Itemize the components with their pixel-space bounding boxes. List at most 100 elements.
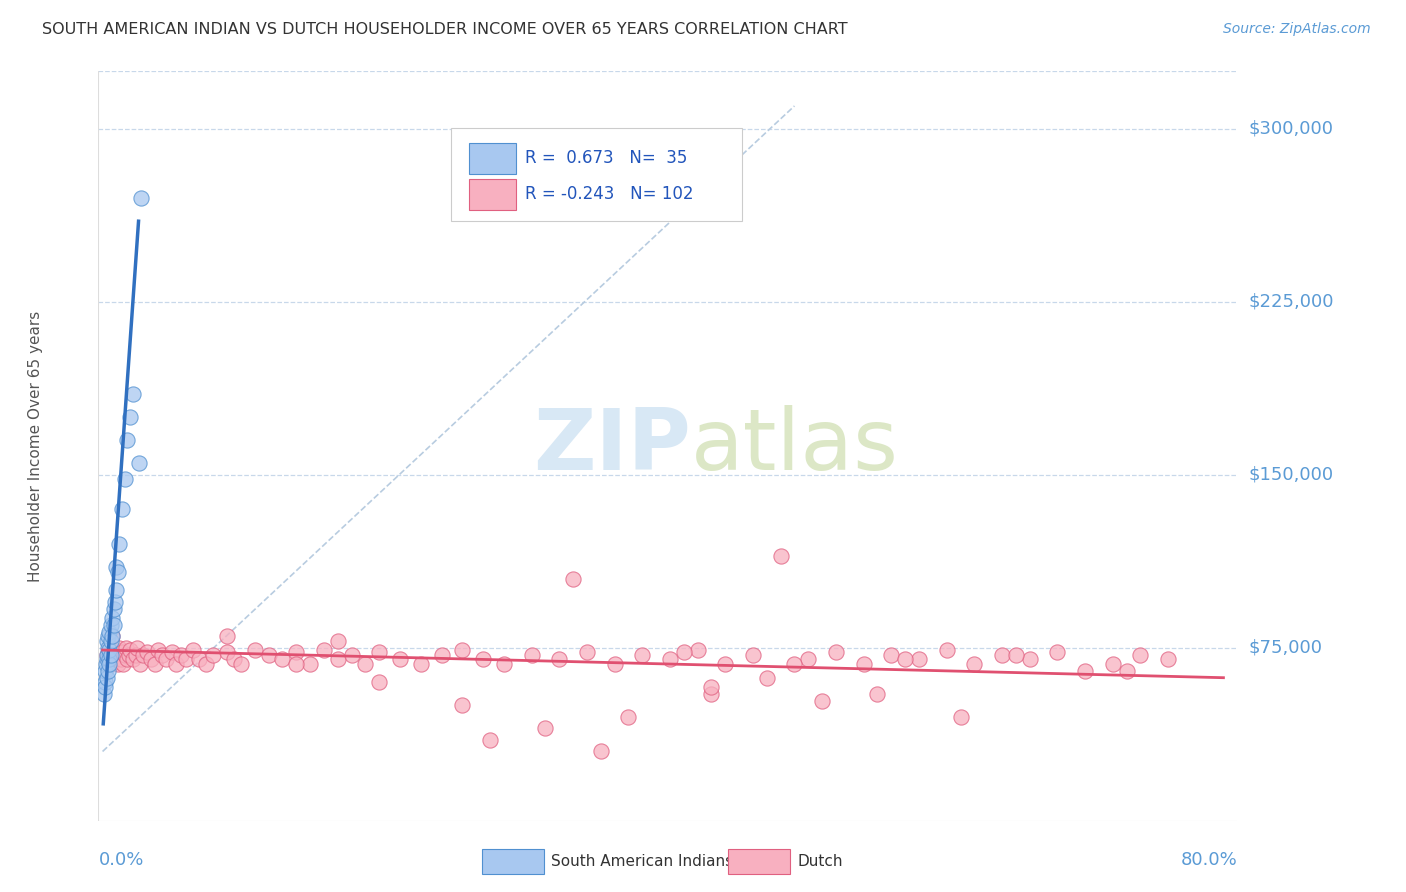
Point <box>1074 664 1097 678</box>
Point <box>96 648 118 662</box>
Point <box>285 645 308 659</box>
Point <box>562 572 585 586</box>
Point <box>368 675 391 690</box>
Point <box>107 565 129 579</box>
Point <box>117 434 139 448</box>
Point <box>120 410 142 425</box>
Point <box>114 472 136 486</box>
Point <box>271 652 294 666</box>
Point <box>107 657 129 671</box>
Point <box>122 652 145 666</box>
Text: $75,000: $75,000 <box>1249 639 1323 657</box>
Point <box>139 652 162 666</box>
Point <box>935 643 957 657</box>
Point <box>195 657 218 671</box>
Point <box>797 652 820 666</box>
Point <box>811 694 834 708</box>
Text: $225,000: $225,000 <box>1249 293 1334 311</box>
Text: R =  0.673   N=  35: R = 0.673 N= 35 <box>526 149 688 168</box>
Point <box>368 645 391 659</box>
Text: SOUTH AMERICAN INDIAN VS DUTCH HOUSEHOLDER INCOME OVER 65 YEARS CORRELATION CHAR: SOUTH AMERICAN INDIAN VS DUTCH HOUSEHOLD… <box>42 22 848 37</box>
Point <box>127 640 149 655</box>
Point <box>1101 657 1123 671</box>
Point <box>492 657 515 671</box>
Point <box>120 643 142 657</box>
Point <box>1129 648 1152 662</box>
Point <box>1018 652 1040 666</box>
Point <box>118 648 141 662</box>
Point <box>714 657 737 671</box>
Point <box>97 629 120 643</box>
Point <box>98 640 121 655</box>
Point <box>96 652 118 666</box>
Point <box>93 687 115 701</box>
Point <box>451 643 474 657</box>
Point <box>354 657 377 671</box>
Point <box>589 744 612 758</box>
Point <box>285 657 308 671</box>
Point <box>98 643 121 657</box>
Point <box>104 594 127 608</box>
Point <box>97 652 120 666</box>
Point <box>409 657 432 671</box>
Point <box>146 643 169 657</box>
Point <box>114 648 136 662</box>
Point <box>111 502 134 516</box>
Point <box>755 671 778 685</box>
Point <box>672 645 695 659</box>
Point <box>143 657 166 671</box>
Point <box>93 675 115 690</box>
Point <box>575 645 598 659</box>
Point <box>96 633 118 648</box>
Point <box>105 648 128 662</box>
Text: atlas: atlas <box>690 404 898 488</box>
Point <box>700 687 723 701</box>
Point <box>548 652 571 666</box>
Point <box>217 629 239 643</box>
Point <box>110 652 132 666</box>
Point <box>769 549 792 563</box>
Text: $150,000: $150,000 <box>1249 466 1333 483</box>
Point <box>472 652 495 666</box>
Point <box>1115 664 1137 678</box>
Text: South American Indians: South American Indians <box>551 855 734 869</box>
Point <box>1005 648 1028 662</box>
Point <box>100 657 122 671</box>
Point <box>108 537 131 551</box>
Point <box>617 710 640 724</box>
Point <box>963 657 986 671</box>
Point <box>312 643 335 657</box>
Point <box>603 657 626 671</box>
Point <box>122 387 145 401</box>
Point <box>174 652 197 666</box>
Point <box>479 733 502 747</box>
Point <box>100 648 122 662</box>
Point <box>229 657 252 671</box>
Point <box>991 648 1014 662</box>
FancyBboxPatch shape <box>468 178 516 210</box>
Point <box>97 652 120 666</box>
Point <box>97 640 120 655</box>
Point <box>908 652 931 666</box>
Point <box>128 456 150 470</box>
Point <box>103 601 125 615</box>
Point <box>100 633 122 648</box>
Point <box>97 664 120 678</box>
Point <box>94 657 117 671</box>
Point <box>103 652 125 666</box>
Point <box>105 583 128 598</box>
Point <box>1046 645 1069 659</box>
Point <box>430 648 453 662</box>
Point <box>101 629 124 643</box>
Point <box>866 687 889 701</box>
Point <box>129 657 152 671</box>
Point <box>222 652 245 666</box>
Point <box>96 648 118 662</box>
Point <box>112 657 135 671</box>
FancyBboxPatch shape <box>468 143 516 174</box>
Point <box>98 624 121 639</box>
Point <box>105 560 128 574</box>
Point <box>742 648 765 662</box>
Point <box>658 652 681 666</box>
Point <box>94 664 117 678</box>
